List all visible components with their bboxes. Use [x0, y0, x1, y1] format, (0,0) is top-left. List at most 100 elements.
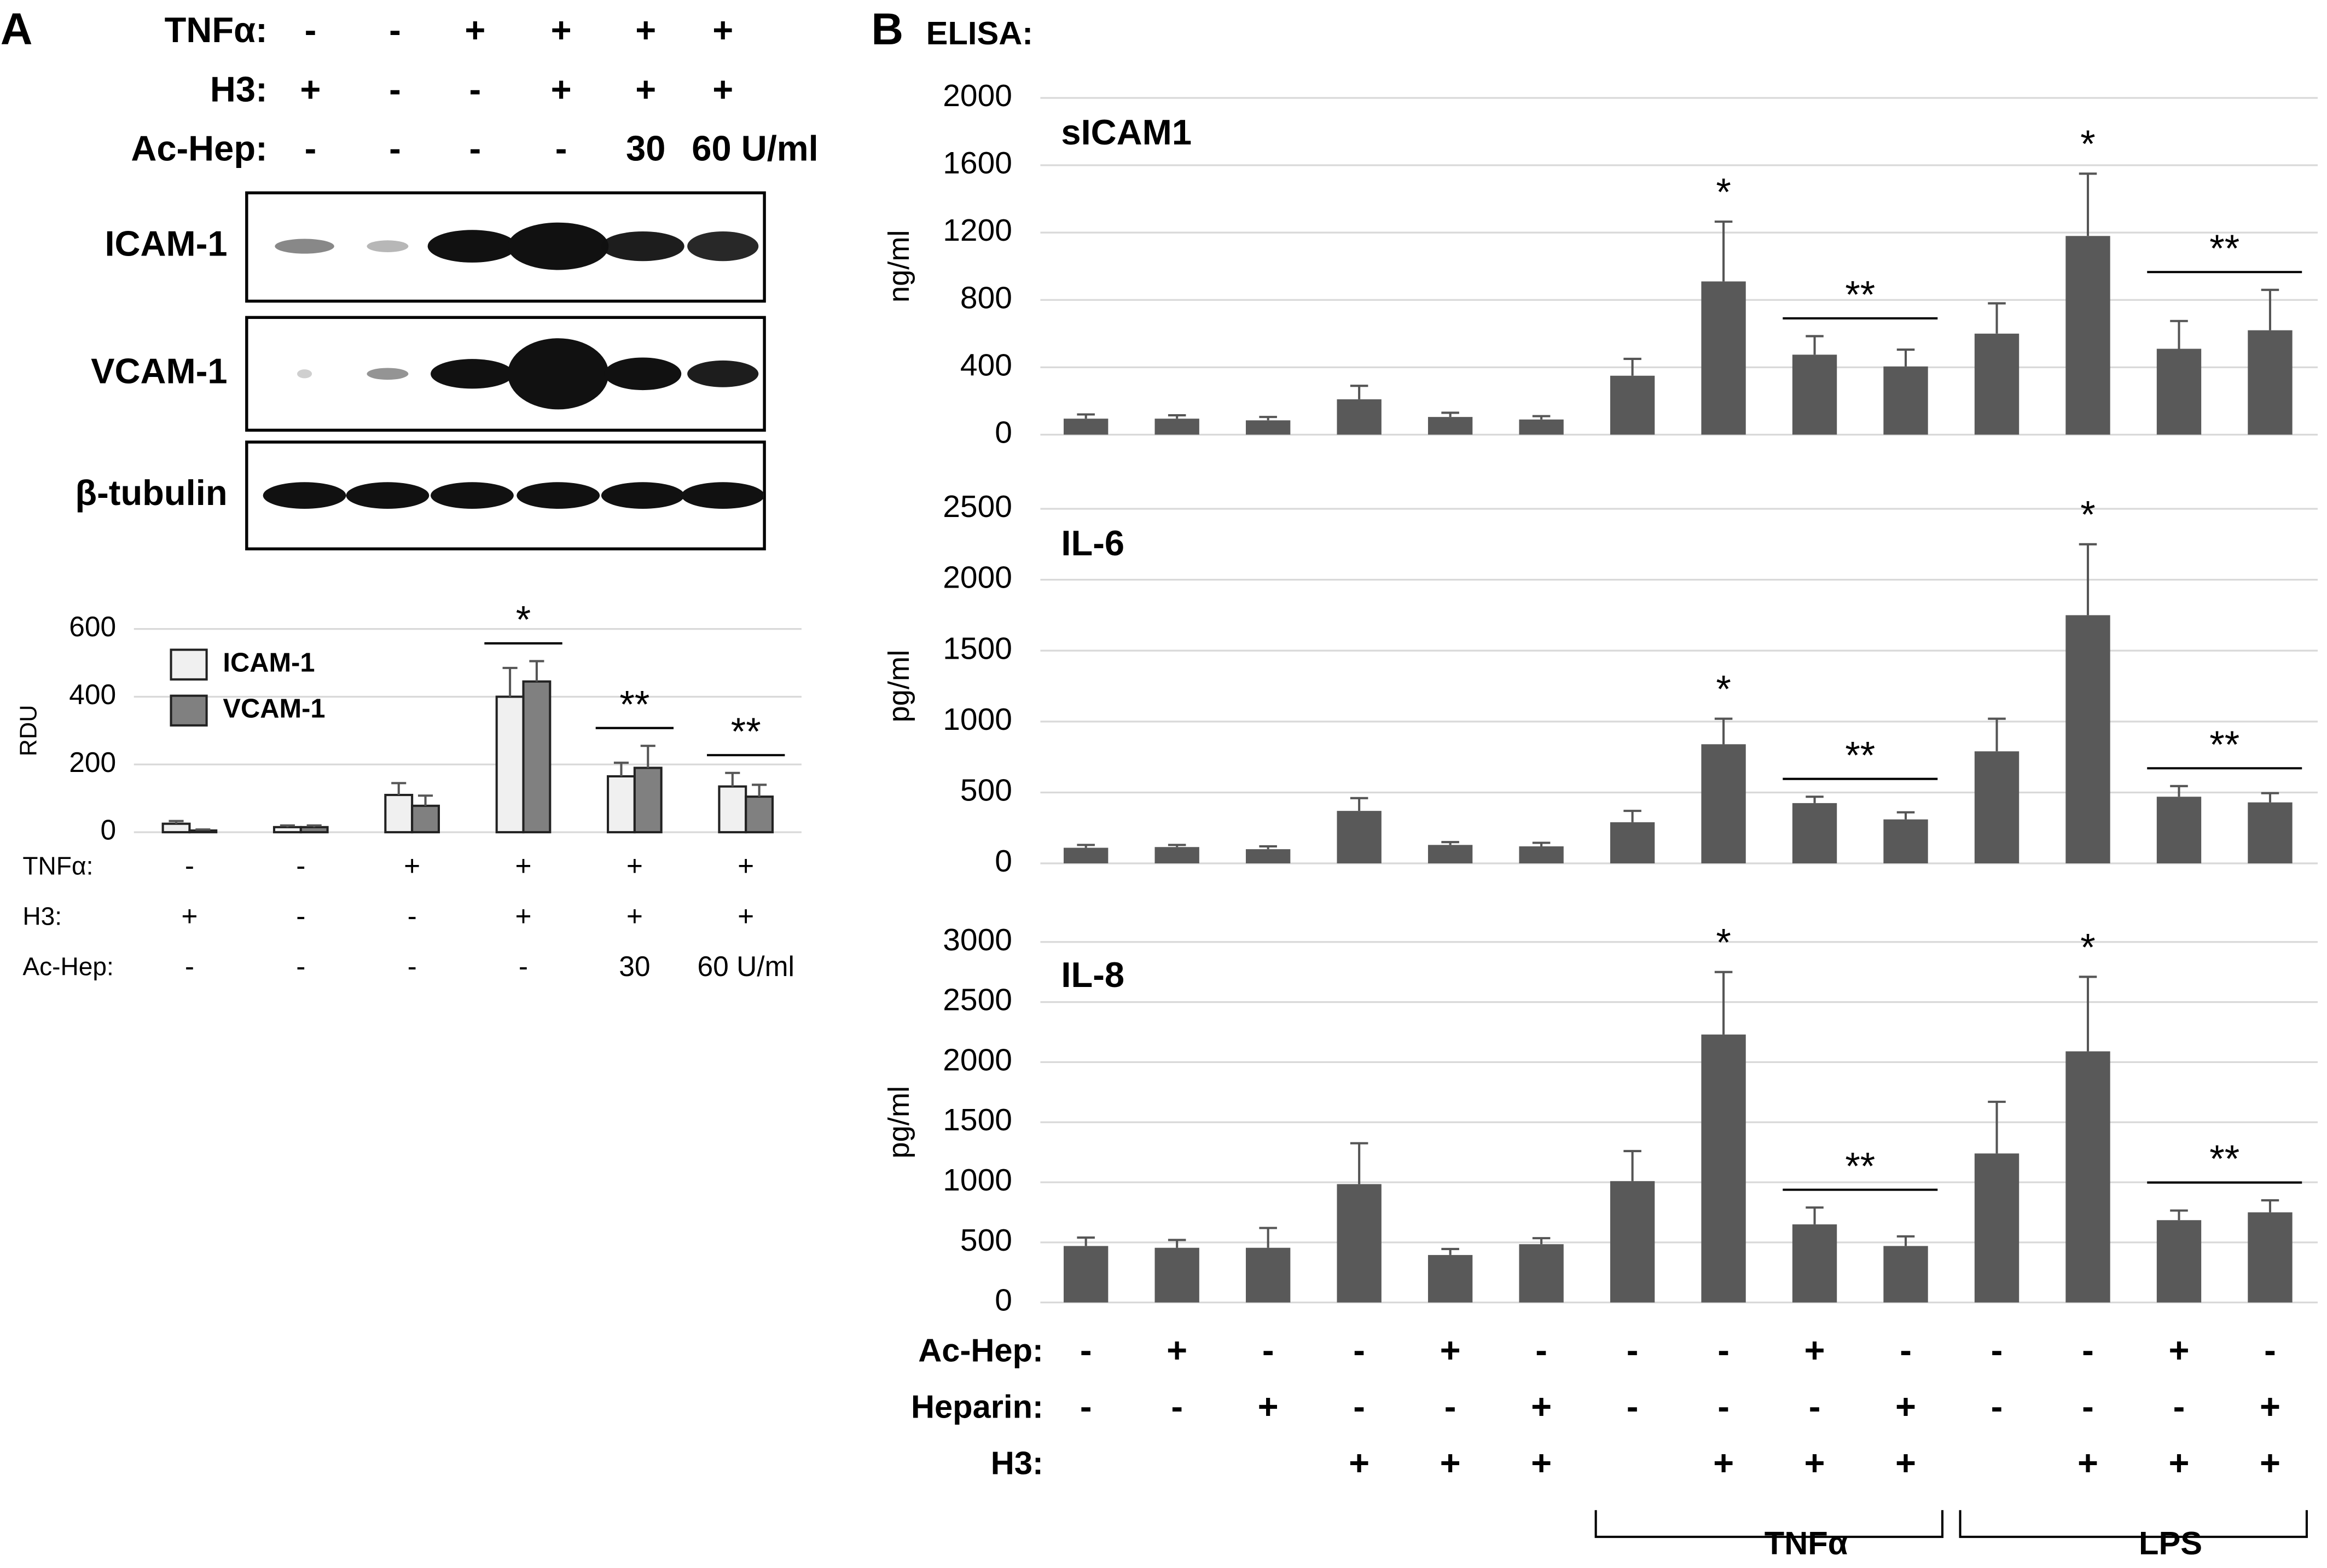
error-bar — [1806, 795, 1824, 803]
condition-value: + — [635, 69, 656, 109]
condition-value: + — [1349, 1443, 1369, 1483]
error-bar — [1714, 220, 1733, 282]
error-bar — [1988, 302, 2006, 334]
condition-value: - — [2264, 1330, 2276, 1370]
condition-value: - — [1353, 1386, 1365, 1426]
condition-value: - — [185, 850, 194, 881]
bar — [1064, 1246, 1109, 1303]
bar — [2248, 1212, 2293, 1303]
y-tick-label: 1200 — [943, 213, 1012, 248]
bar — [1883, 366, 1928, 435]
significance-label: ** — [619, 682, 649, 725]
condition-value: + — [515, 850, 531, 881]
condition-value: + — [551, 69, 572, 109]
error-bar — [1077, 1236, 1095, 1246]
blot-band — [508, 222, 609, 270]
error-bar — [195, 828, 211, 831]
condition-value: + — [1531, 1443, 1552, 1483]
condition-value: - — [1353, 1330, 1365, 1370]
condition-value: + — [2260, 1443, 2280, 1483]
condition-value: + — [626, 850, 643, 881]
panel-title: ELISA: — [926, 15, 1033, 51]
error-bar — [613, 762, 629, 776]
blot-band — [367, 368, 409, 380]
bar — [2248, 802, 2293, 864]
y-tick-label: 2000 — [943, 560, 1012, 595]
group-bracket — [1594, 1510, 1944, 1538]
bar — [495, 695, 525, 834]
error-bar — [306, 824, 322, 827]
y-tick-label: 400 — [69, 678, 116, 710]
significance-label: * — [1716, 170, 1731, 213]
error-bar — [1259, 845, 1277, 850]
y-tick-label: 1000 — [943, 702, 1012, 737]
condition-value: + — [1258, 1386, 1279, 1426]
bar — [299, 826, 329, 834]
error-bar — [280, 824, 295, 827]
blot-label: β-tubulin — [75, 473, 227, 513]
error-bar — [1532, 1237, 1551, 1245]
condition-value: - — [1627, 1330, 1639, 1370]
error-bar — [1441, 841, 1459, 845]
condition-value: - — [2082, 1386, 2094, 1426]
error-bar — [2261, 792, 2279, 803]
error-bar — [1806, 1206, 1824, 1224]
bar — [2156, 797, 2202, 864]
y-tick-label: 1000 — [943, 1163, 1012, 1198]
bar — [1337, 811, 1382, 864]
condition-value: + — [712, 10, 733, 50]
y-axis-label: ng/ml — [883, 230, 915, 303]
condition-value: - — [1991, 1386, 2003, 1426]
condition-label: H3: — [991, 1445, 1043, 1482]
condition-value: - — [519, 950, 528, 982]
blot-band — [604, 357, 682, 391]
error-bar — [2079, 172, 2097, 236]
y-tick-label: 1500 — [943, 631, 1012, 666]
bar — [1337, 399, 1382, 435]
bar — [1064, 847, 1109, 864]
condition-value: + — [1531, 1386, 1552, 1426]
condition-value: + — [515, 900, 531, 932]
legend-swatch — [170, 694, 208, 727]
condition-value: 30 — [619, 950, 650, 982]
condition-value: - — [408, 950, 417, 982]
bar — [1427, 845, 1473, 864]
error-bar — [2170, 320, 2188, 349]
bar — [1792, 1224, 1837, 1303]
condition-label: Heparin: — [911, 1389, 1043, 1425]
condition-value: + — [1440, 1443, 1461, 1483]
condition-value: - — [1080, 1386, 1092, 1426]
bar — [1154, 847, 1199, 864]
bar — [1064, 419, 1109, 435]
error-bar — [1896, 811, 1915, 820]
condition-value: + — [712, 69, 733, 109]
error-bar — [1077, 844, 1095, 848]
bar — [411, 804, 440, 834]
y-tick-label: 200 — [69, 746, 116, 778]
group-label: LPS — [2139, 1525, 2202, 1561]
significance-label: * — [2080, 925, 2095, 968]
group-label: TNFα — [1765, 1525, 1848, 1561]
condition-value: - — [1627, 1386, 1639, 1426]
error-bar — [752, 783, 767, 797]
bar — [1883, 1246, 1928, 1303]
bar — [745, 795, 774, 834]
error-bar — [391, 782, 407, 795]
bar — [1337, 1184, 1382, 1303]
western-blot — [245, 191, 766, 550]
bar — [1245, 849, 1291, 864]
blot-band — [681, 482, 765, 509]
condition-value: 60 U/ml — [692, 129, 818, 169]
bar — [2248, 330, 2293, 435]
y-tick-label: 1500 — [943, 1102, 1012, 1137]
significance-label: * — [2080, 122, 2095, 165]
legend-label: VCAM-1 — [223, 694, 325, 724]
condition-label: TNFα: — [22, 851, 93, 880]
bar — [2065, 236, 2110, 435]
condition-value: + — [1167, 1330, 1187, 1370]
error-bar — [529, 660, 544, 682]
error-bar — [169, 820, 184, 824]
condition-value: - — [1991, 1330, 2003, 1370]
